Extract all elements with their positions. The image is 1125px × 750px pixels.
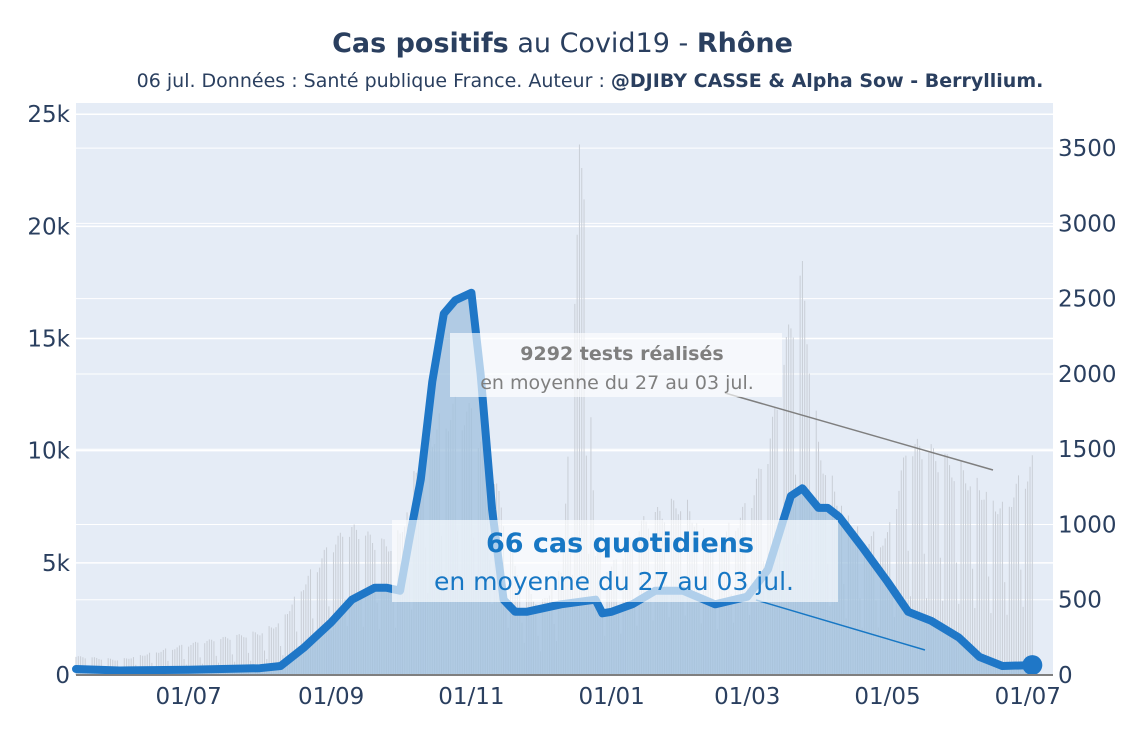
y-right-tick-label: 2000 [1058,362,1117,388]
title-mid: au Covid19 - [508,28,697,59]
y-left-tick-label: 0 [55,663,70,689]
cases-annotation-value: 66 cas quotidiens [486,528,754,559]
x-tick-label: 01/09 [298,684,364,710]
y-left-tick-label: 10k [27,439,70,465]
y-right-ticks: 0 500 1000 1500 2000 2500 3000 3500 [1058,136,1117,689]
x-tick-label: 01/01 [578,684,644,710]
y-right-tick-label: 2500 [1058,287,1117,313]
x-tick-label: 01/05 [854,684,920,710]
title-region: Rhône [696,28,793,59]
x-tick-label: 01/03 [714,684,780,710]
cases-last-point [1022,655,1043,676]
tests-annotation-box [450,333,782,397]
x-tick-label: 01/07 [995,684,1061,710]
cases-line [72,288,1037,675]
y-right-tick-label: 0 [1058,663,1073,689]
cases-annotation-arrow [755,599,926,651]
y-left-tick-label: 5k [42,551,71,577]
tests-annotation-period: en moyenne du 27 au 03 jul. [480,372,754,394]
cases-annotation-box [392,520,838,602]
y-left-tick-label: 20k [27,214,70,240]
title-bold: Cas positifs [332,28,509,59]
x-axis-ticks: 01/07 01/09 01/11 01/01 01/03 01/05 01/07 [155,684,1060,710]
subtitle-bold: @DJIBY CASSE & Alpha Sow - Berryllium. [610,70,1044,92]
y-left-ticks: 0 5k 10k 15k 20k 25k [27,102,70,689]
y-right-tick-label: 500 [1058,588,1102,614]
y-right-tick-label: 1000 [1058,512,1117,538]
x-tick-label: 01/11 [438,684,504,710]
y-right-tick-label: 3500 [1058,136,1117,162]
x-tick-label: 01/07 [155,684,221,710]
y-left-tick-label: 15k [27,327,70,353]
y-right-tick-label: 1500 [1058,437,1117,463]
tests-annotation-value: 9292 tests réalisés [520,343,723,365]
y-left-tick-label: 25k [27,102,70,128]
cases-annotation-period: en moyenne du 27 au 03 jul. [434,567,794,596]
chart-subtitle: 06 jul. Données : Santé publique France.… [0,70,1125,92]
tests-annotation-arrow [724,392,994,471]
subtitle-plain: 06 jul. Données : Santé publique France.… [136,70,611,92]
y-right-tick-label: 3000 [1058,211,1117,237]
chart-title: Cas positifs au Covid19 - Rhône [0,28,1125,59]
